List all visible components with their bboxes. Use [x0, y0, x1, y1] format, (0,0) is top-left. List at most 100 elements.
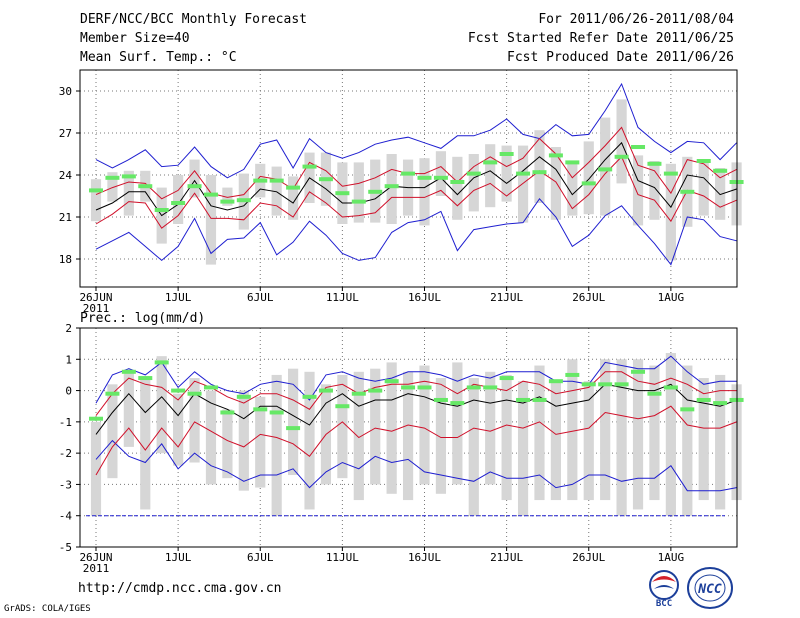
spread-box — [665, 353, 676, 516]
obs-marker — [335, 191, 350, 196]
x-tick-label: 1AUG — [658, 551, 685, 564]
series-mean-line — [95, 141, 737, 217]
x-tick-label: 6JUL — [247, 551, 274, 564]
obs-marker — [696, 397, 711, 402]
spread-box — [632, 359, 644, 510]
obs-marker — [154, 360, 169, 365]
spread-box — [337, 374, 348, 479]
obs-marker — [631, 145, 646, 149]
x-tick-label: 1JUL — [165, 291, 192, 304]
x-tick-label: 1JUL — [165, 551, 192, 564]
spread-box — [435, 378, 447, 494]
spread-box — [90, 179, 102, 222]
obs-marker — [121, 369, 136, 374]
obs-marker — [581, 181, 596, 186]
spread-box — [386, 154, 397, 224]
obs-marker — [89, 188, 103, 193]
obs-marker — [171, 388, 186, 393]
spread-box — [485, 371, 496, 485]
ncc-logo-text: NCC — [697, 582, 722, 597]
bcc-logo: BCC — [649, 570, 679, 608]
chart-title: DERF/NCC/BCC Monthly Forecast — [80, 12, 307, 27]
plot-frame — [79, 327, 738, 548]
y-tick-label: -5 — [59, 541, 72, 554]
spread-box — [501, 374, 512, 501]
member-size: Member Size=40 — [80, 31, 190, 46]
x-tick-label: 26JUL — [572, 551, 605, 564]
obs-marker — [236, 394, 251, 399]
obs-marker — [269, 178, 284, 183]
obs-marker — [384, 184, 399, 189]
obs-marker — [433, 175, 448, 180]
spread-box — [189, 378, 200, 463]
obs-marker — [105, 175, 120, 180]
obs-marker — [417, 175, 432, 180]
obs-marker — [286, 185, 301, 190]
spread-box — [271, 166, 282, 216]
spread-box — [402, 371, 414, 501]
series-lower-line — [95, 155, 737, 229]
forecast-produced-date: Fcst Produced Date 2011/06/26 — [507, 50, 734, 65]
obs-marker — [696, 159, 711, 163]
x-year-label: 2011 — [83, 562, 110, 575]
obs-marker — [565, 372, 580, 377]
spread-box — [189, 159, 200, 198]
spread-box — [353, 162, 364, 223]
spread-box — [304, 371, 315, 510]
spread-box — [632, 155, 644, 226]
series-max-line — [95, 355, 737, 404]
spread-box — [107, 172, 118, 202]
obs-marker — [384, 379, 399, 384]
obs-marker — [286, 426, 301, 431]
spread-box — [288, 176, 299, 220]
obs-marker — [647, 161, 662, 166]
obs-marker — [220, 199, 235, 204]
obs-marker — [581, 382, 596, 387]
y-tick-label: 30 — [59, 85, 72, 98]
obs-marker — [647, 391, 662, 396]
obs-marker — [548, 153, 563, 158]
obs-marker — [663, 171, 678, 176]
obs-marker — [450, 180, 465, 184]
x-tick-label: 26JUL — [572, 291, 605, 304]
obs-marker — [516, 397, 531, 402]
obs-marker — [614, 154, 629, 159]
spread-box — [698, 378, 709, 501]
obs-marker — [302, 394, 317, 399]
obs-marker — [203, 385, 218, 390]
x-tick-label: 26JUN — [79, 551, 112, 564]
x-tick-label: 16JUL — [408, 291, 441, 304]
forecast-period: For 2011/06/26-2011/08/04 — [538, 12, 734, 27]
x-tick-label: 1AUG — [658, 291, 685, 304]
obs-marker — [483, 160, 498, 165]
y-tick-label: -2 — [59, 447, 72, 460]
obs-marker — [220, 410, 235, 415]
obs-marker — [335, 404, 350, 409]
y-tick-label: 1 — [65, 353, 72, 366]
spread-box — [419, 158, 430, 226]
obs-marker — [614, 382, 629, 387]
obs-marker — [499, 376, 514, 381]
obs-marker — [631, 369, 646, 374]
spread-box — [123, 170, 134, 216]
obs-marker — [598, 167, 613, 172]
obs-marker — [203, 192, 218, 197]
series-upper-line — [95, 371, 737, 416]
obs-marker — [417, 385, 432, 390]
obs-marker — [187, 184, 202, 189]
obs-marker — [138, 376, 153, 381]
spread-box — [123, 371, 134, 447]
spread-box — [517, 381, 529, 516]
obs-marker — [401, 171, 416, 176]
obs-marker — [269, 410, 284, 415]
obs-marker — [516, 171, 531, 176]
spread-box — [649, 365, 660, 501]
spread-box — [222, 187, 233, 206]
spread-box — [501, 145, 512, 202]
spread-box — [468, 154, 479, 212]
obs-marker — [532, 397, 547, 402]
obs-marker — [171, 201, 186, 205]
obs-marker — [351, 391, 366, 396]
footer-url[interactable]: http://cmdp.ncc.cma.gov.cn — [78, 581, 282, 596]
obs-marker — [713, 401, 728, 406]
